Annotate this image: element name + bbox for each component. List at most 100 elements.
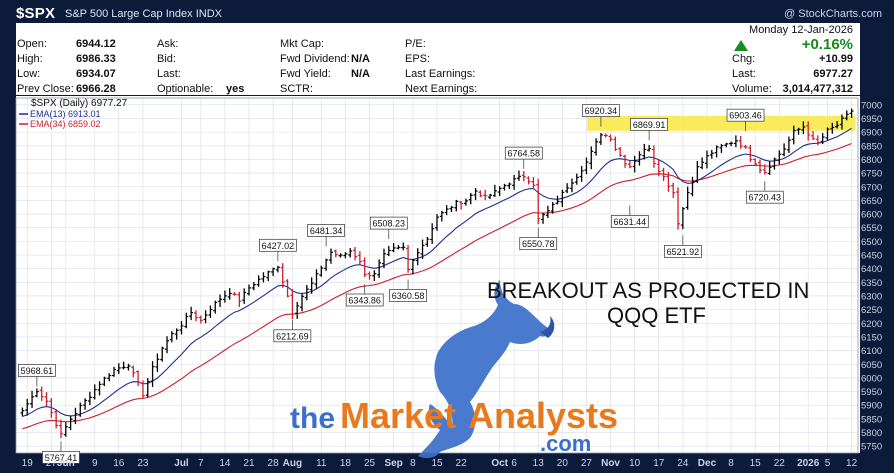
y-tick-label: 5750 xyxy=(861,442,882,453)
price-callout: 6508.23 xyxy=(369,216,408,240)
price-bar xyxy=(738,135,743,149)
price-bar xyxy=(102,376,107,387)
price-bar xyxy=(574,173,579,185)
stat-label: Optionable: xyxy=(157,83,214,95)
price-bar xyxy=(39,386,44,401)
price-bar xyxy=(112,366,117,377)
y-tick-label: 6100 xyxy=(861,346,882,357)
price-bar xyxy=(78,402,83,417)
price-bar xyxy=(589,146,594,170)
resistance-zone xyxy=(587,115,856,131)
price-bar xyxy=(685,186,690,210)
y-tick-label: 7000 xyxy=(861,100,882,111)
price-bar xyxy=(603,133,608,138)
price-bar xyxy=(627,160,632,169)
price-callout: 6920.34 xyxy=(582,104,620,127)
y-tick-label: 6950 xyxy=(861,114,882,125)
stat-label: P/E: xyxy=(405,38,426,50)
x-tick-label: 11 xyxy=(316,458,327,469)
price-bar xyxy=(420,239,425,259)
price-bar xyxy=(49,398,54,418)
callout-label: 5968.61 xyxy=(21,366,54,376)
y-tick-label: 6200 xyxy=(861,319,882,330)
stat-label: Last: xyxy=(157,68,181,80)
price-bar xyxy=(386,245,391,257)
price-bar xyxy=(381,248,386,269)
callout-label: 6521.92 xyxy=(667,247,700,257)
price-bar xyxy=(719,143,724,153)
price-bar xyxy=(401,242,406,251)
y-tick-label: 6900 xyxy=(861,128,882,139)
price-bar xyxy=(806,121,811,141)
y-tick-label: 6000 xyxy=(861,373,882,384)
price-bar xyxy=(492,184,497,197)
symbol-subtitle: S&P 500 Large Cap Index INDX xyxy=(65,8,222,20)
brand-logo: the Market Analysts .com xyxy=(290,280,618,459)
price-bar xyxy=(121,361,126,370)
price-bar xyxy=(73,407,78,425)
price-callout: 6903.46 xyxy=(726,108,765,132)
price-bar xyxy=(632,155,637,173)
price-bar xyxy=(58,419,63,439)
price-bar xyxy=(97,381,102,396)
price-bar xyxy=(835,120,840,129)
breakout-line-1: BREAKOUT AS PROJECTED IN xyxy=(487,278,809,303)
price-bar xyxy=(820,133,825,144)
price-bar xyxy=(140,380,145,398)
price-bar xyxy=(733,135,738,148)
price-callout: 6521.92 xyxy=(664,235,702,258)
price-bar xyxy=(324,258,329,271)
stat-label: Low: xyxy=(17,68,41,80)
price-bar xyxy=(189,306,194,321)
stat-value: 3,014,477,312 xyxy=(782,83,853,95)
price-bar xyxy=(179,320,184,335)
price-bar xyxy=(786,136,791,153)
callout-label: 6427.02 xyxy=(262,241,295,251)
x-tick-label: 23 xyxy=(137,458,149,469)
x-tick-label: 20 xyxy=(557,458,569,469)
price-bar xyxy=(459,200,464,210)
x-tick-label: 12 xyxy=(846,458,858,469)
x-tick-label: 10 xyxy=(629,458,641,469)
source-label[interactable]: @ StockCharts.com xyxy=(784,8,882,20)
price-bar xyxy=(811,131,816,141)
x-tick-label: 27 xyxy=(581,458,593,469)
price-bar xyxy=(555,195,560,205)
x-tick-label: 22 xyxy=(774,458,786,469)
callout-label: 6720.43 xyxy=(749,193,782,203)
price-bar xyxy=(63,422,68,437)
price-callout: 5968.61 xyxy=(18,364,56,387)
up-arrow-icon xyxy=(734,40,748,51)
y-tick-label: 5850 xyxy=(861,414,882,425)
quote-info-panel: Open: 6944.12 High: 6986.33 Low: 6934.07 Prev … xyxy=(16,23,860,95)
x-tick-label: 6 xyxy=(511,458,517,469)
stat-label: Bid: xyxy=(157,53,176,65)
x-tick-label: 7 xyxy=(198,458,204,469)
x-tick-label: 2026 xyxy=(797,458,820,469)
x-tick-label: Aug xyxy=(283,458,302,469)
price-bar xyxy=(454,199,459,212)
price-bar xyxy=(502,183,507,191)
brand-com: .com xyxy=(540,431,591,456)
price-bar xyxy=(237,291,242,307)
price-bar xyxy=(526,176,531,185)
stat-label: Volume: xyxy=(732,83,772,95)
price-bar xyxy=(541,212,546,224)
callout-label: 6550.78 xyxy=(522,239,555,249)
price-bar xyxy=(598,133,603,145)
price-bar xyxy=(116,363,121,375)
price-bar xyxy=(815,135,820,146)
price-bar xyxy=(772,157,777,170)
price-bar xyxy=(174,328,179,340)
x-tick-label: 19 xyxy=(22,458,34,469)
price-bar xyxy=(300,293,305,312)
price-bar xyxy=(377,259,382,278)
price-bar xyxy=(430,223,435,244)
y-tick-label: 6750 xyxy=(861,169,882,180)
stat-value: 6944.12 xyxy=(76,38,116,50)
legend-ema13: EMA(13) 6913.01 xyxy=(30,109,101,119)
price-bar xyxy=(666,171,671,192)
stat-value: 6966.28 xyxy=(76,83,116,95)
stat-label: Fwd Yield: xyxy=(280,68,331,80)
